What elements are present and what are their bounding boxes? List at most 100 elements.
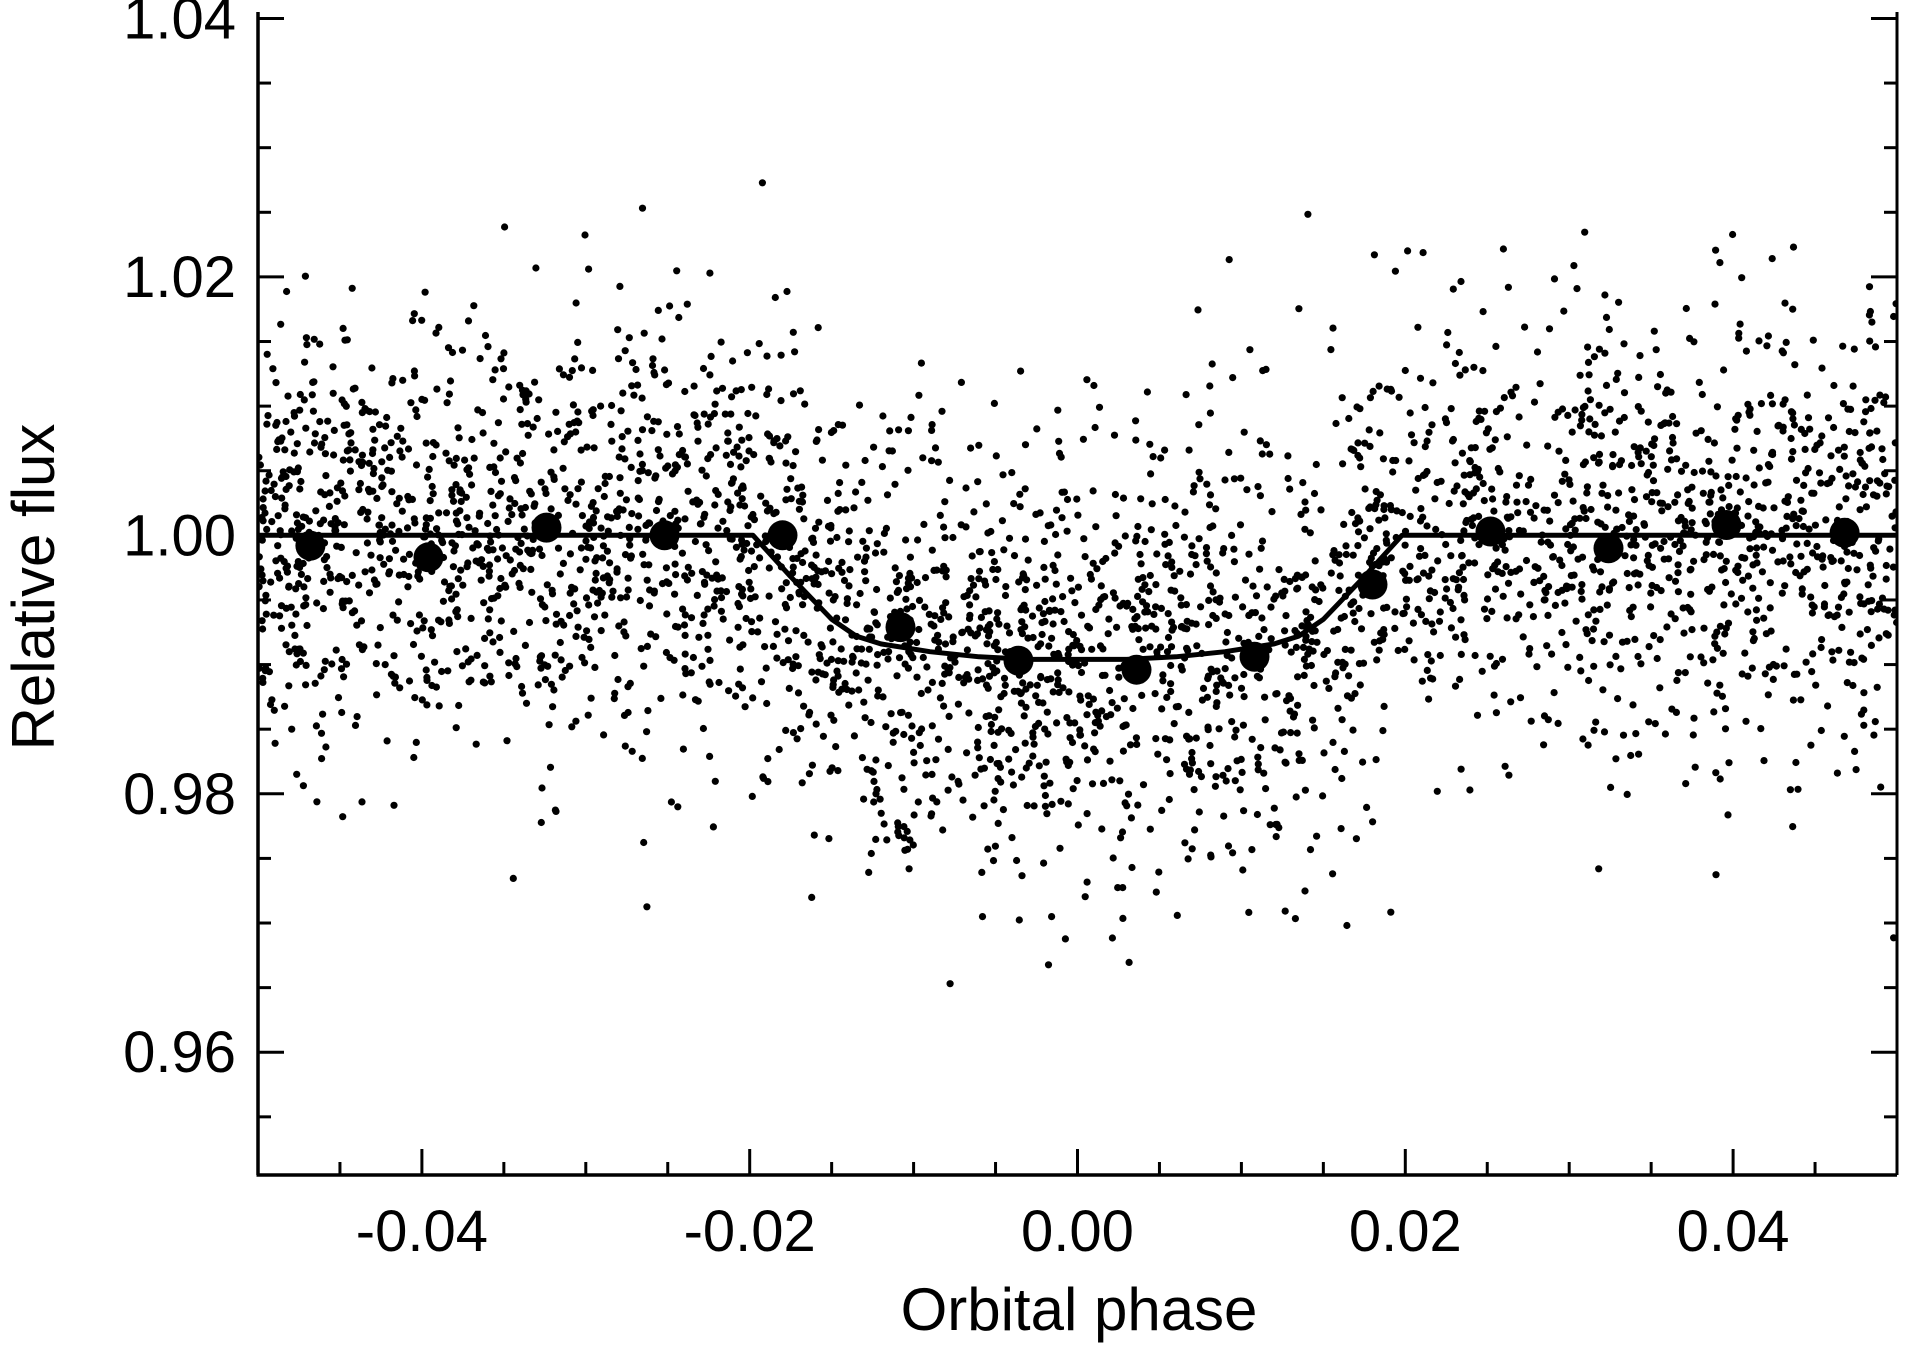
raw-data-point <box>1032 510 1040 518</box>
raw-data-point <box>487 487 495 495</box>
raw-data-point <box>1412 486 1420 494</box>
raw-data-point <box>584 543 592 551</box>
raw-data-point <box>614 675 622 684</box>
raw-data-point <box>840 657 848 665</box>
raw-data-point <box>778 585 786 593</box>
raw-data-point <box>1117 834 1125 842</box>
raw-data-point <box>1354 528 1363 536</box>
raw-data-point <box>547 680 556 688</box>
raw-data-point <box>1061 935 1069 943</box>
raw-data-point <box>887 710 895 718</box>
raw-data-point <box>1597 520 1605 528</box>
raw-data-point <box>1331 673 1339 681</box>
raw-data-point <box>326 570 334 578</box>
raw-data-point <box>1526 601 1534 609</box>
raw-data-point <box>316 340 324 348</box>
raw-data-point <box>1774 558 1782 566</box>
raw-data-point <box>748 792 756 801</box>
raw-data-point <box>861 568 869 576</box>
raw-data-point <box>1579 735 1587 743</box>
raw-data-point <box>348 571 356 580</box>
raw-data-point <box>1860 706 1868 714</box>
raw-data-point <box>269 365 277 373</box>
raw-data-point <box>1761 670 1769 678</box>
raw-data-point <box>1642 493 1651 501</box>
raw-data-point <box>518 689 527 697</box>
raw-data-point <box>934 631 942 639</box>
raw-data-point <box>272 379 280 387</box>
raw-data-point <box>1544 716 1552 724</box>
raw-data-point <box>1486 652 1494 660</box>
raw-data-point <box>915 596 924 605</box>
raw-data-point <box>1581 228 1589 236</box>
raw-data-point <box>621 347 629 355</box>
raw-data-point <box>812 573 820 581</box>
raw-data-point <box>1197 603 1205 611</box>
raw-data-point <box>789 729 798 737</box>
raw-data-point <box>735 423 743 431</box>
raw-data-point <box>1229 374 1237 382</box>
raw-data-point <box>546 763 555 771</box>
raw-data-point <box>1706 510 1714 518</box>
raw-data-point <box>550 446 558 454</box>
raw-data-point <box>1057 608 1065 616</box>
raw-data-point <box>428 482 436 491</box>
raw-data-point <box>433 385 441 393</box>
raw-data-point <box>566 589 574 597</box>
raw-data-point <box>330 451 338 459</box>
raw-data-point <box>259 678 267 687</box>
raw-data-point <box>757 678 766 686</box>
raw-data-point <box>1445 499 1453 508</box>
raw-data-point <box>1721 705 1730 713</box>
raw-data-point <box>551 806 560 814</box>
raw-data-point <box>858 478 866 486</box>
raw-data-point <box>739 484 747 492</box>
raw-data-point <box>1721 725 1730 733</box>
raw-data-point <box>938 407 946 415</box>
raw-data-point <box>606 559 614 567</box>
raw-data-point <box>756 614 764 622</box>
raw-data-point <box>1073 495 1081 503</box>
raw-data-point <box>343 578 351 586</box>
raw-data-point <box>1591 420 1599 428</box>
raw-data-point <box>369 446 377 454</box>
raw-data-point <box>640 329 648 337</box>
raw-data-point <box>1272 833 1280 841</box>
raw-data-point <box>989 857 998 865</box>
raw-data-point <box>1849 382 1857 390</box>
raw-data-point <box>368 364 376 372</box>
raw-data-point <box>308 391 316 399</box>
raw-data-point <box>483 544 491 553</box>
raw-data-point <box>535 396 543 404</box>
raw-data-point <box>663 610 671 618</box>
raw-data-point <box>1301 525 1309 533</box>
raw-data-point <box>266 700 275 709</box>
raw-data-point <box>1805 525 1813 533</box>
raw-data-point <box>1688 504 1696 512</box>
raw-data-point <box>644 707 652 715</box>
raw-data-point <box>1615 461 1624 469</box>
raw-data-point <box>1030 802 1038 810</box>
raw-data-point <box>650 417 658 425</box>
raw-data-point <box>1366 525 1374 533</box>
raw-data-point <box>1722 624 1730 632</box>
raw-data-point <box>1207 563 1215 571</box>
raw-data-point <box>1076 642 1084 650</box>
raw-data-point <box>636 450 644 458</box>
raw-data-point <box>974 723 982 732</box>
raw-data-point <box>718 384 727 392</box>
raw-data-point <box>1091 423 1099 432</box>
raw-data-point <box>812 551 820 559</box>
raw-data-point <box>1467 444 1475 452</box>
raw-data-point <box>1651 540 1659 548</box>
raw-data-point <box>1058 514 1066 522</box>
raw-data-point <box>615 622 623 630</box>
raw-data-point <box>470 302 478 310</box>
raw-data-point <box>814 324 822 332</box>
raw-data-point <box>1334 704 1342 712</box>
raw-data-point <box>1742 474 1750 482</box>
raw-data-point <box>1099 779 1108 788</box>
raw-data-point <box>1584 343 1592 351</box>
raw-data-point <box>358 798 366 806</box>
raw-data-point <box>1112 512 1120 520</box>
